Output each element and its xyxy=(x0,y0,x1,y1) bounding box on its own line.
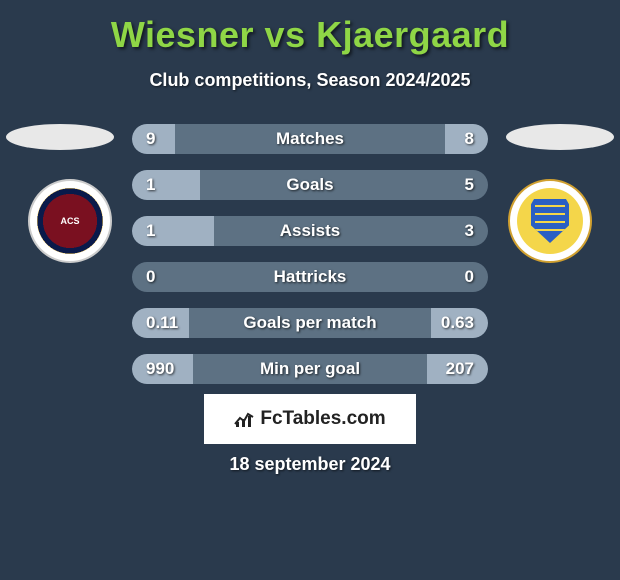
comparison-title: Wiesner vs Kjaergaard xyxy=(0,0,620,56)
stats-bars: 98Matches 15Goals 13Assists 00Hattricks 0.11… xyxy=(132,124,488,400)
stat-label: Goals xyxy=(132,170,488,200)
stat-row: 98Matches xyxy=(132,124,488,154)
stat-label: Min per goal xyxy=(132,354,488,384)
stat-row: 15Goals xyxy=(132,170,488,200)
player-left-ellipse xyxy=(6,124,114,150)
stat-row: 00Hattricks xyxy=(132,262,488,292)
branding-text: FcTables.com xyxy=(260,408,385,430)
stat-label: Matches xyxy=(132,124,488,154)
chart-icon xyxy=(234,410,254,428)
player-right-ellipse xyxy=(506,124,614,150)
stat-row: 13Assists xyxy=(132,216,488,246)
brondby-icon xyxy=(517,188,583,254)
stat-label: Assists xyxy=(132,216,488,246)
stat-row: 990207Min per goal xyxy=(132,354,488,384)
sparta-praha-icon: ACS xyxy=(37,188,103,254)
club-logo-right xyxy=(508,179,592,263)
stat-label: Goals per match xyxy=(132,308,488,338)
stat-label: Hattricks xyxy=(132,262,488,292)
stat-row: 0.110.63Goals per match xyxy=(132,308,488,338)
club-logo-left: ACS xyxy=(28,179,112,263)
comparison-subtitle: Club competitions, Season 2024/2025 xyxy=(0,70,620,91)
date-text: 18 september 2024 xyxy=(0,454,620,475)
branding-box: FcTables.com xyxy=(204,394,416,444)
